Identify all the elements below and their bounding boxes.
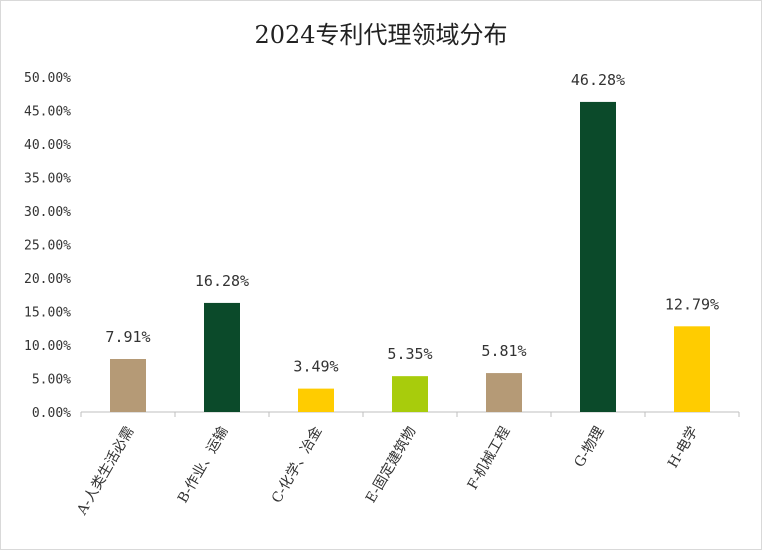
bar — [580, 101, 616, 412]
data-label: 46.28% — [571, 71, 625, 89]
data-label: 3.49% — [293, 358, 338, 376]
data-label: 12.79% — [665, 295, 719, 313]
category-label: F-机械工程 — [465, 424, 514, 492]
bar — [486, 373, 522, 412]
y-tick-label: 15.00% — [24, 306, 71, 321]
category-label: A-人类生活必需 — [74, 424, 138, 518]
category-label: B-作业、运输 — [175, 424, 231, 506]
y-tick-label: 20.00% — [24, 272, 71, 287]
data-label: 16.28% — [195, 272, 249, 290]
y-tick-label: 40.00% — [24, 138, 71, 153]
data-label: 5.35% — [387, 345, 432, 363]
chart-title: 2024专利代理领域分布 — [254, 21, 508, 49]
category-label: C-化学、冶金 — [269, 424, 326, 506]
bar — [392, 376, 428, 412]
bar — [298, 388, 334, 412]
category-label: E-固定建筑物 — [363, 424, 419, 506]
data-label: 5.81% — [481, 342, 526, 360]
y-tick-label: 35.00% — [24, 172, 71, 187]
y-tick-label: 50.00% — [24, 71, 71, 86]
category-label: G-物理 — [572, 424, 608, 470]
bar — [110, 359, 146, 412]
bar — [204, 302, 240, 412]
bar — [674, 326, 710, 412]
category-label: H-电学 — [665, 424, 701, 471]
y-tick-label: 0.00% — [32, 406, 71, 421]
y-tick-label: 5.00% — [32, 373, 71, 388]
y-tick-label: 45.00% — [24, 105, 71, 120]
data-label: 7.91% — [105, 328, 150, 346]
y-tick-label: 25.00% — [24, 239, 71, 254]
y-tick-label: 30.00% — [24, 205, 71, 220]
y-tick-label: 10.00% — [24, 339, 71, 354]
